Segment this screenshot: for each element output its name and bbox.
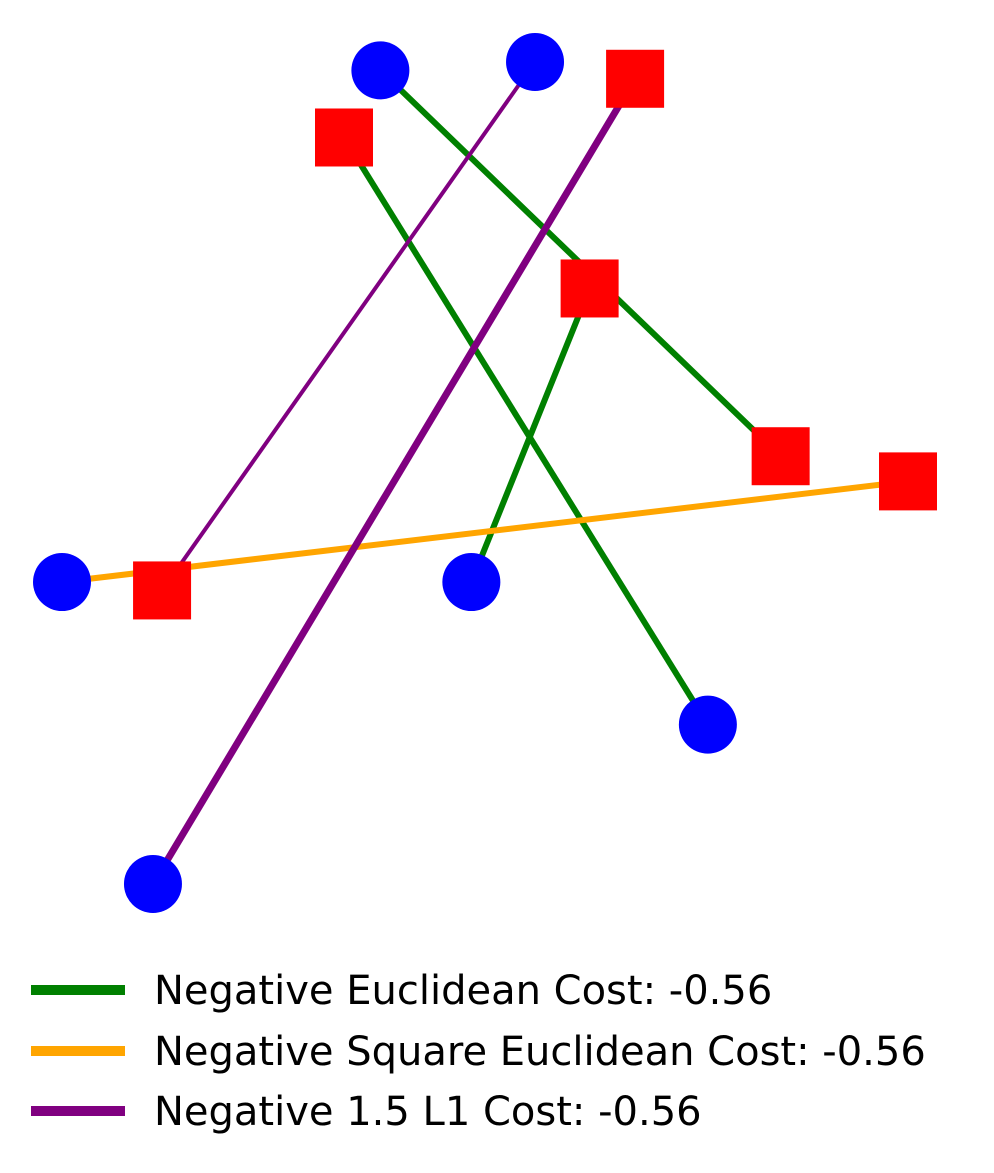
target-square-5 xyxy=(133,561,192,620)
source-circle-5 xyxy=(123,855,182,913)
matching-lines xyxy=(61,60,909,886)
match-line-series-1-0 xyxy=(61,478,909,586)
source-circle-3 xyxy=(442,553,501,612)
match-line-series-0-2 xyxy=(341,135,711,727)
match-line-series-2-1 xyxy=(149,76,639,886)
legend: Negative Euclidean Cost: -0.56 Negative … xyxy=(31,968,926,1135)
target-square-4 xyxy=(879,452,937,511)
source-circle-0 xyxy=(351,41,410,100)
source-circle-2 xyxy=(33,553,91,612)
legend-label-euclidean: Negative Euclidean Cost: -0.56 xyxy=(154,968,772,1014)
source-circle-4 xyxy=(678,695,737,754)
legend-label-l1: Negative 1.5 L1 Cost: -0.56 xyxy=(154,1089,702,1135)
legend-label-square-euclidean: Negative Square Euclidean Cost: -0.56 xyxy=(154,1029,926,1075)
source-circle-1 xyxy=(506,33,565,91)
target-square-3 xyxy=(751,427,810,486)
point-markers xyxy=(33,33,937,913)
target-square-1 xyxy=(606,49,665,108)
target-square-0 xyxy=(315,108,373,167)
match-line-series-2-0 xyxy=(160,60,537,592)
target-square-2 xyxy=(560,259,619,318)
